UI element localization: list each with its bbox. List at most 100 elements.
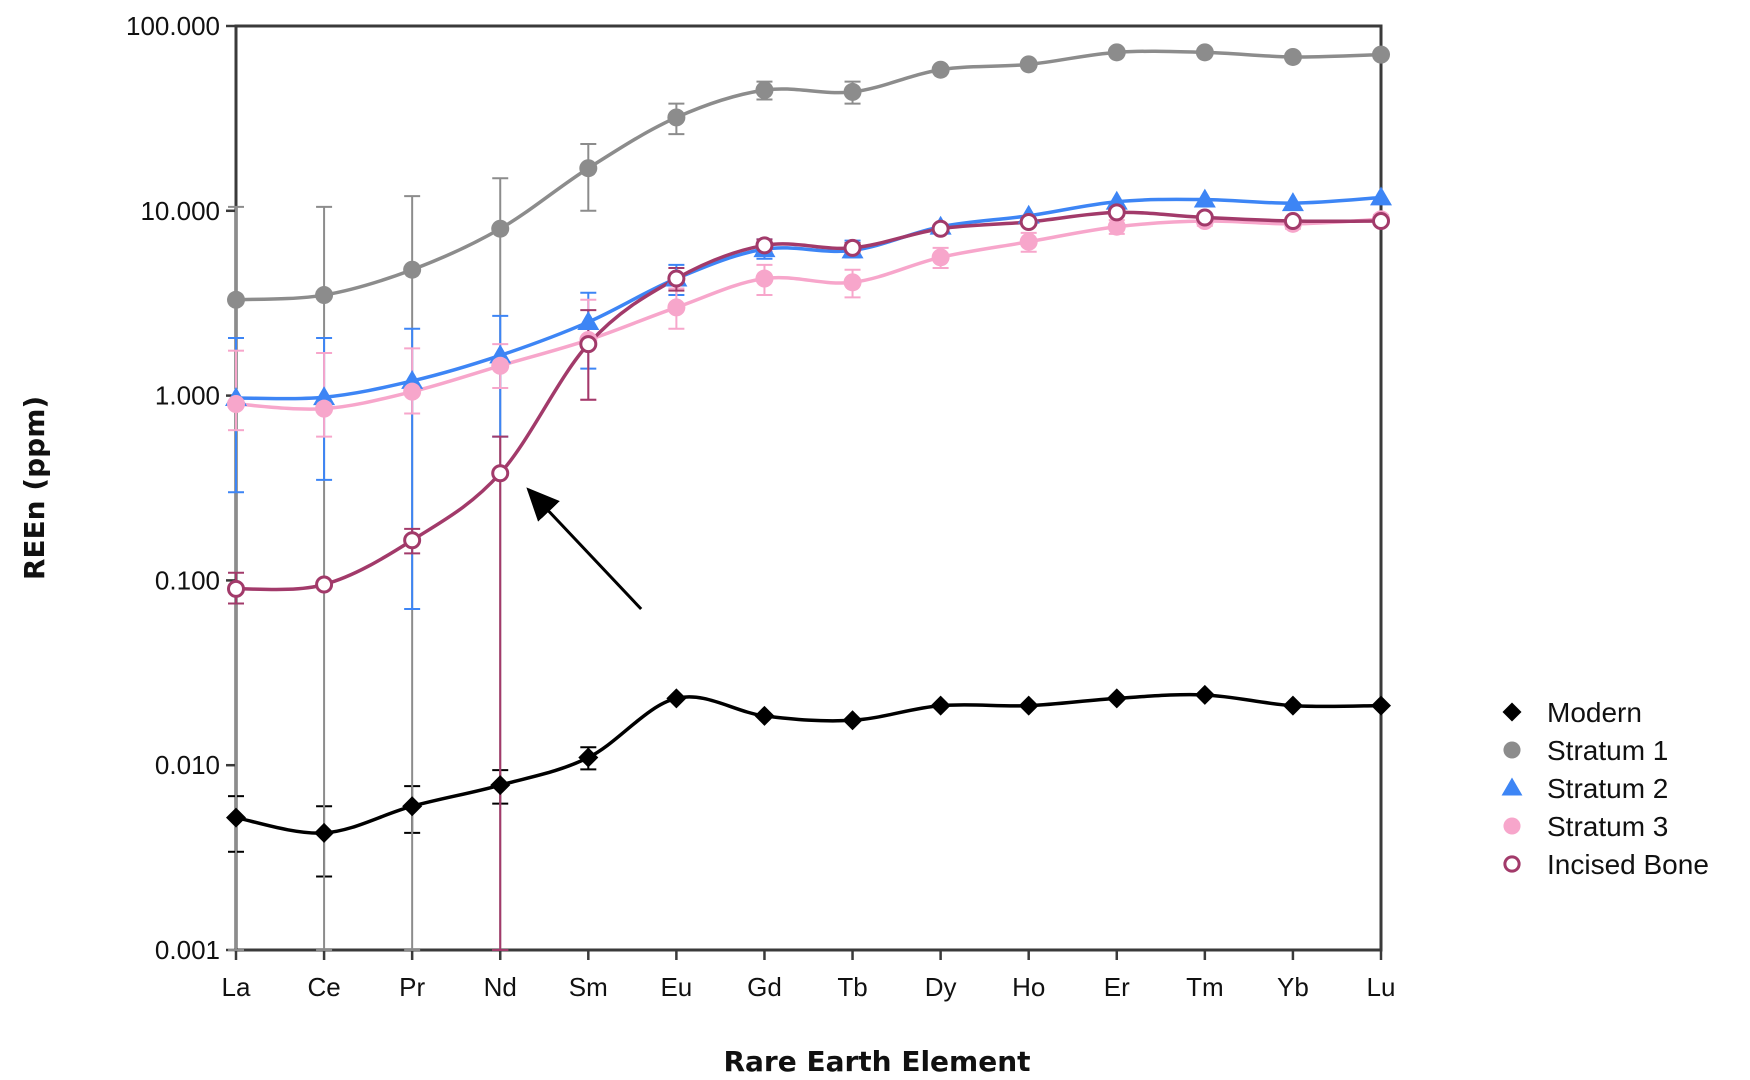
- stratum-1-point: [227, 290, 245, 309]
- stratum-2-point: [1105, 190, 1128, 210]
- incised-bone-point: [315, 575, 334, 594]
- stratum-2-point: [1193, 188, 1216, 208]
- legend-marker-modern: [1502, 702, 1522, 722]
- x-tick-label: Yb: [1277, 972, 1309, 1002]
- x-tick-label: Er: [1104, 972, 1130, 1002]
- stratum-1-point: [755, 81, 774, 100]
- incised-bone-point: [667, 269, 686, 288]
- stratum-3-point: [315, 399, 334, 418]
- stratum-2-point: [401, 369, 424, 389]
- modern-point: [1371, 695, 1391, 716]
- stratum-1-line: [235, 49, 1382, 302]
- legend-label-incised-bone: Incised Bone: [1547, 849, 1709, 880]
- x-tick-label: Tb: [837, 972, 867, 1002]
- legend-marker-stratum-1: [1503, 741, 1521, 759]
- incised-bone-point: [1019, 212, 1038, 231]
- modern-point: [226, 807, 246, 828]
- annotation-arrow: [526, 487, 643, 611]
- series-markers: [225, 43, 1392, 843]
- incised-bone-point: [931, 219, 950, 238]
- incised-bone-line: [235, 210, 1382, 592]
- stratum-3-point: [843, 273, 862, 292]
- stratum-1-point: [931, 60, 950, 79]
- legend-label-stratum-3: Stratum 3: [1547, 811, 1668, 842]
- incised-bone-point: [579, 335, 598, 354]
- x-tick-label: Lu: [1367, 972, 1396, 1002]
- modern-point: [666, 688, 687, 709]
- x-tick-label: Sm: [569, 972, 608, 1002]
- legend-label-modern: Modern: [1547, 697, 1642, 728]
- incised-bone-point: [1195, 208, 1214, 227]
- y-tick-label: 100.000: [126, 11, 220, 41]
- x-tick-label: Nd: [484, 972, 517, 1002]
- series-lines: [235, 49, 1382, 835]
- stratum-2-line: [235, 195, 1382, 401]
- plot-axes: 0.001 0.010 0.100 1.000 10.000 100.000 La Ce Pr N…: [126, 11, 1395, 1002]
- stratum-1-point: [1283, 47, 1302, 66]
- stratum-1-point: [579, 159, 598, 178]
- stratum-1-point: [1372, 45, 1390, 64]
- stratum-3-point: [931, 248, 950, 267]
- stratum-2-point: [1370, 186, 1392, 206]
- incised-bone-point: [755, 236, 774, 255]
- incised-bone-point: [1107, 203, 1126, 222]
- y-tick-label: 10.000: [140, 196, 220, 226]
- modern-point: [754, 705, 775, 726]
- annotations: [526, 487, 643, 611]
- modern-line: [235, 692, 1382, 835]
- legend-marker-incised-bone: [1503, 855, 1521, 873]
- stratum-2-point: [489, 344, 512, 364]
- x-tick-label: La: [222, 972, 251, 1002]
- modern-point: [314, 822, 335, 843]
- stratum-3-point: [227, 395, 245, 414]
- stratum-1-point: [403, 260, 422, 279]
- stratum-1-point: [1019, 55, 1038, 74]
- stratum-2-point: [313, 386, 336, 406]
- x-tick-label: Pr: [399, 972, 425, 1002]
- incised-bone-point: [227, 579, 245, 598]
- modern-point: [578, 747, 599, 768]
- legend-marker-stratum-2: [1501, 777, 1523, 796]
- y-tick-label: 0.001: [155, 935, 220, 965]
- x-axis-title: Rare Earth Element: [723, 1045, 1030, 1078]
- modern-point: [842, 710, 863, 731]
- modern-point: [1018, 695, 1039, 716]
- stratum-1-point: [667, 108, 686, 127]
- stratum-2-point: [577, 311, 600, 330]
- y-tick-label: 1.000: [155, 381, 220, 411]
- y-axis-title: REEn (ppm): [18, 396, 51, 580]
- y-tick-label: 0.100: [155, 565, 220, 595]
- stratum-1-point: [1107, 43, 1126, 62]
- stratum-3-point: [667, 298, 686, 317]
- legend-label-stratum-1: Stratum 1: [1547, 735, 1668, 766]
- legend-label-stratum-2: Stratum 2: [1547, 773, 1668, 804]
- x-tick-label: Ce: [307, 972, 340, 1002]
- stratum-1-point: [1195, 43, 1214, 62]
- x-tick-label: Tm: [1186, 972, 1224, 1002]
- incised-bone-point: [1283, 212, 1302, 231]
- x-tick-label: Eu: [660, 972, 692, 1002]
- stratum-1-point: [491, 219, 510, 238]
- incised-bone-point: [1372, 212, 1390, 231]
- modern-point: [402, 796, 423, 817]
- x-tick-label: Dy: [925, 972, 957, 1002]
- modern-point: [490, 775, 511, 796]
- modern-point: [930, 695, 951, 716]
- stratum-3-point: [1019, 232, 1038, 251]
- error-bars: [228, 80, 1389, 951]
- stratum-1-point: [843, 82, 862, 101]
- modern-point: [1106, 688, 1127, 709]
- legend: Modern Stratum 1 Stratum 2 Stratum 3 Incised…: [1501, 697, 1709, 880]
- modern-point: [1194, 684, 1215, 705]
- incised-bone-point: [491, 464, 510, 483]
- y-tick-label: 0.010: [155, 750, 220, 780]
- legend-marker-stratum-3: [1503, 817, 1521, 835]
- stratum-3-point: [403, 382, 422, 401]
- incised-bone-point: [843, 238, 862, 257]
- stratum-2-point: [1281, 192, 1304, 212]
- stratum-3-point: [491, 356, 510, 375]
- stratum-1-point: [315, 286, 334, 305]
- x-tick-label: Ho: [1012, 972, 1045, 1002]
